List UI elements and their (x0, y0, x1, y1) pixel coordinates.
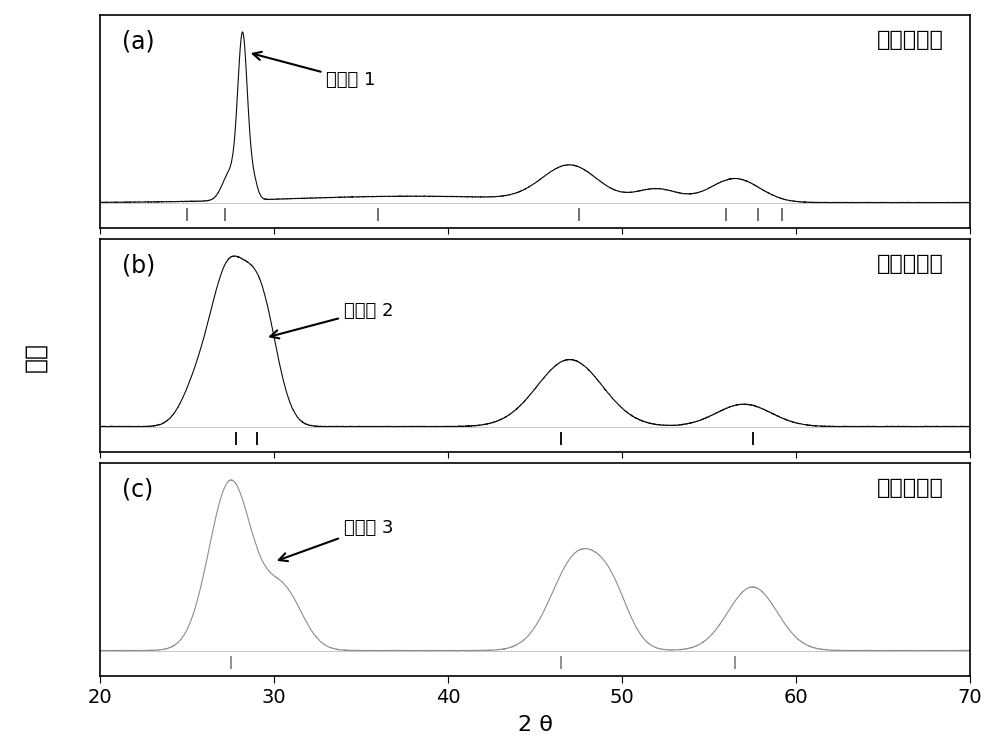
X-axis label: 2 θ: 2 θ (518, 716, 552, 736)
Text: 实施例 1: 实施例 1 (253, 52, 376, 88)
Text: 闪锌矿结构: 闪锌矿结构 (877, 478, 944, 498)
Text: 实施例 3: 实施例 3 (279, 519, 393, 561)
Text: 实施例 2: 实施例 2 (270, 302, 393, 338)
Text: 纤锌矿结构: 纤锌矿结构 (877, 30, 944, 50)
Text: 强度: 强度 (23, 342, 47, 372)
Text: (a): (a) (122, 30, 154, 53)
Text: (c): (c) (122, 478, 153, 502)
Text: 黄铜矿结构: 黄铜矿结构 (877, 254, 944, 273)
Text: (b): (b) (122, 254, 155, 278)
